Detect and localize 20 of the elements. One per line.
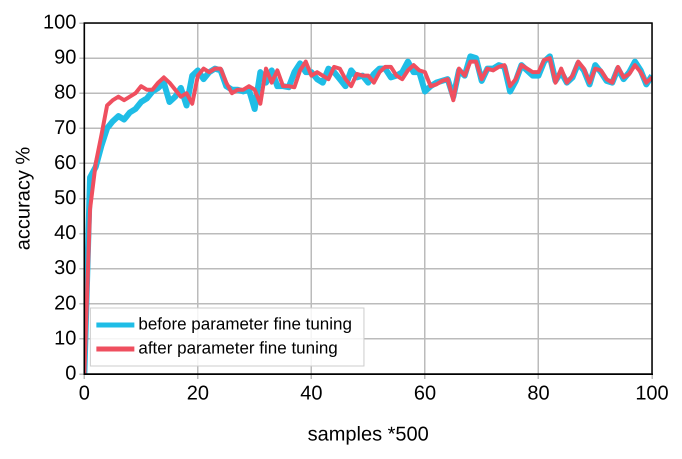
y-tick-label: 70 [54, 116, 76, 139]
legend-label: after parameter fine tuning [138, 338, 338, 358]
x-tick-label: 80 [527, 382, 550, 405]
y-tick-label: 30 [54, 257, 76, 280]
y-tick-label: 20 [54, 292, 76, 314]
y-tick-label: 100 [42, 12, 76, 34]
y-axis-title: accuracy % [12, 146, 35, 250]
y-tick-label: 50 [54, 187, 76, 210]
y-tick-label: 10 [54, 327, 76, 350]
y-tick-label: 80 [54, 82, 76, 104]
legend-label: before parameter fine tuning [138, 314, 352, 334]
y-tick-label: 90 [54, 46, 76, 69]
y-tick-label: 40 [54, 222, 76, 244]
y-tick-label: 60 [54, 152, 76, 174]
x-tick-label: 100 [635, 382, 669, 405]
x-tick-label: 60 [414, 382, 436, 405]
x-axis-title: samples *500 [308, 424, 429, 446]
y-tick-label: 0 [65, 362, 76, 385]
x-tick-label: 40 [300, 382, 323, 405]
x-tick-label: 20 [186, 382, 210, 405]
